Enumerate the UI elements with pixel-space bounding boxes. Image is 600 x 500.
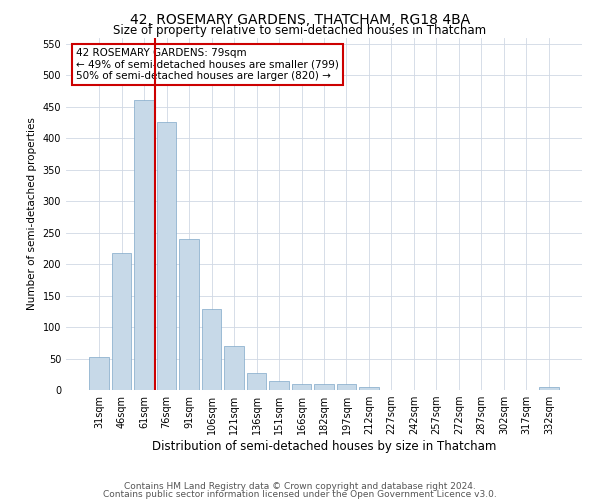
Bar [224,346,244,390]
Bar [202,310,221,390]
Bar [112,253,131,390]
Text: Size of property relative to semi-detached houses in Thatcham: Size of property relative to semi-detach… [113,24,487,37]
Bar [269,380,289,390]
Bar [292,384,311,390]
Y-axis label: Number of semi-detached properties: Number of semi-detached properties [27,118,37,310]
Bar [89,358,109,390]
X-axis label: Distribution of semi-detached houses by size in Thatcham: Distribution of semi-detached houses by … [152,440,496,453]
Text: Contains public sector information licensed under the Open Government Licence v3: Contains public sector information licen… [103,490,497,499]
Text: Contains HM Land Registry data © Crown copyright and database right 2024.: Contains HM Land Registry data © Crown c… [124,482,476,491]
Bar [134,100,154,390]
Bar [539,387,559,390]
Text: 42, ROSEMARY GARDENS, THATCHAM, RG18 4BA: 42, ROSEMARY GARDENS, THATCHAM, RG18 4BA [130,12,470,26]
Bar [337,384,356,390]
Bar [247,373,266,390]
Bar [314,384,334,390]
Bar [179,239,199,390]
Text: 42 ROSEMARY GARDENS: 79sqm
← 49% of semi-detached houses are smaller (799)
50% o: 42 ROSEMARY GARDENS: 79sqm ← 49% of semi… [76,48,339,82]
Bar [157,122,176,390]
Bar [359,387,379,390]
